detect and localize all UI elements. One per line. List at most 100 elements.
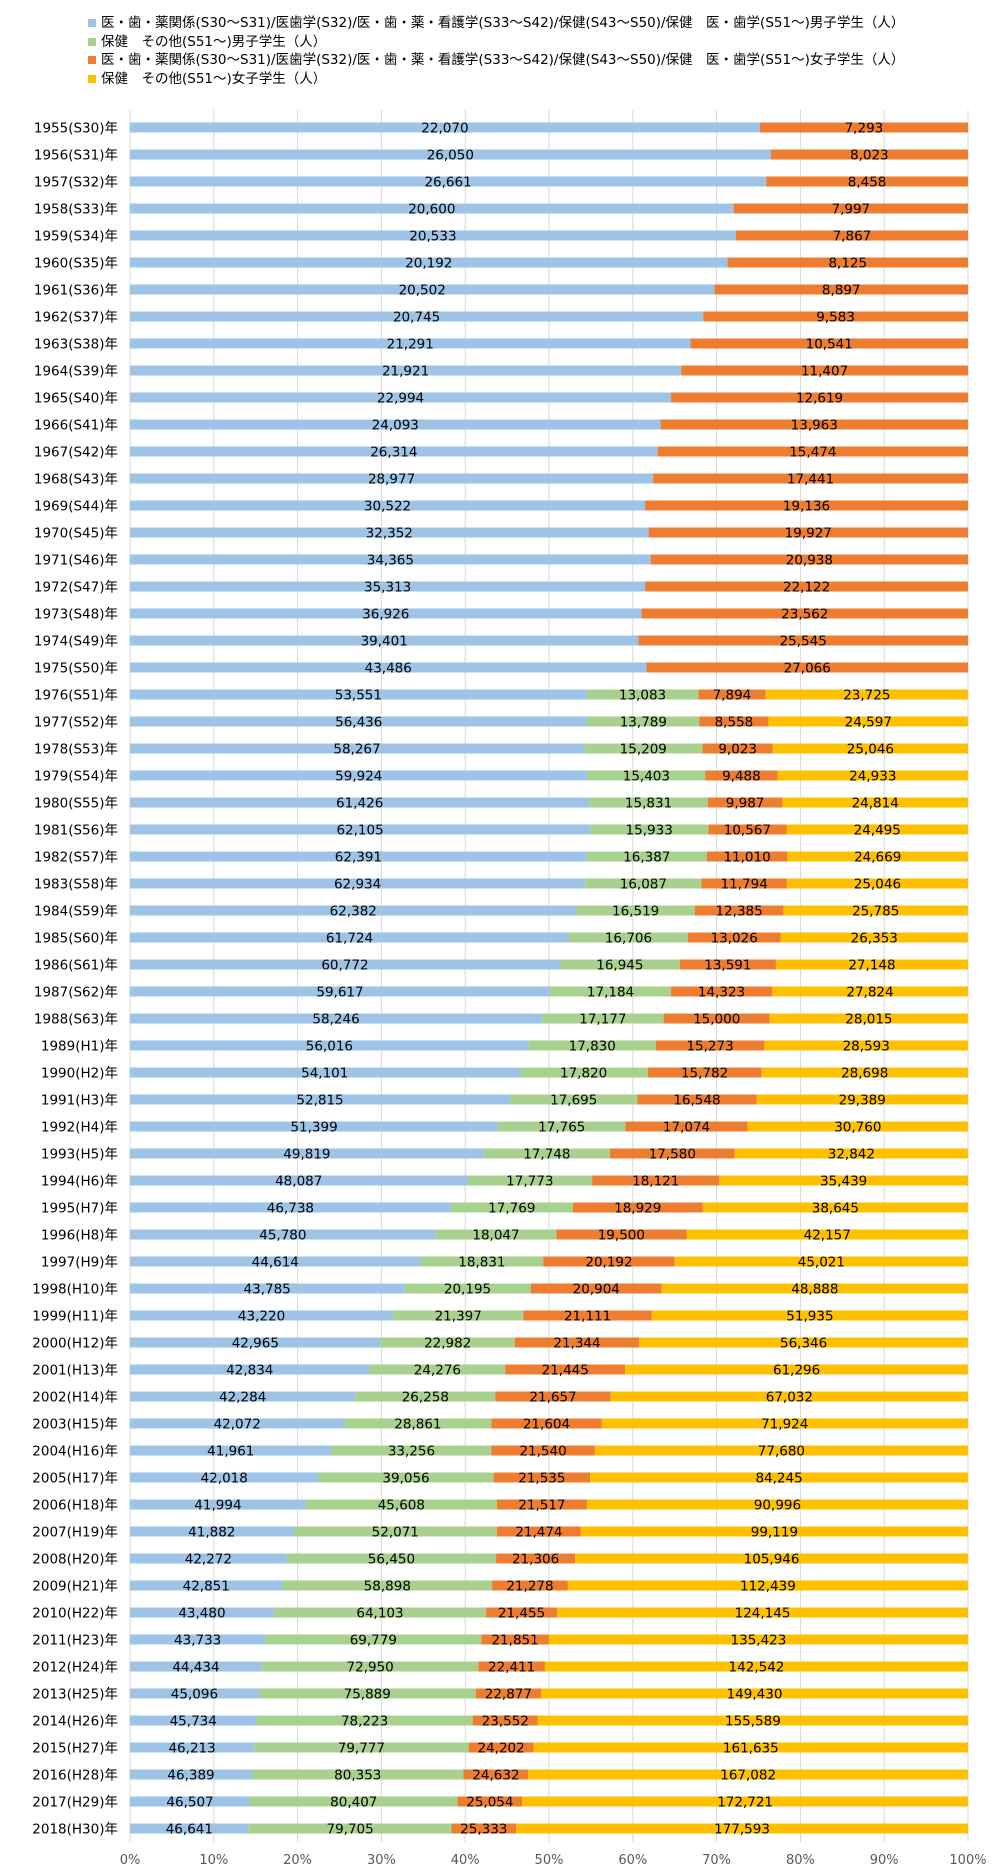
data-label: 21,535 bbox=[518, 1471, 565, 1487]
bar-segment bbox=[130, 770, 588, 781]
data-label: 48,087 bbox=[275, 1174, 322, 1190]
data-label: 28,698 bbox=[841, 1066, 888, 1082]
bar-segment bbox=[705, 770, 778, 781]
data-label: 71,924 bbox=[761, 1417, 808, 1433]
bar-segment bbox=[587, 770, 706, 781]
bar-segment bbox=[548, 1634, 968, 1645]
y-tick-label: 1966(S41)年 bbox=[34, 418, 118, 434]
y-tick-label: 1983(S58)年 bbox=[34, 877, 118, 893]
data-label: 13,963 bbox=[791, 418, 838, 434]
y-tick-label: 2005(H17)年 bbox=[32, 1471, 118, 1487]
bar-segment bbox=[703, 311, 968, 322]
bar-segment bbox=[130, 419, 661, 430]
data-label: 15,403 bbox=[623, 769, 670, 785]
bar-segment bbox=[650, 554, 968, 565]
data-label: 56,346 bbox=[780, 1336, 827, 1352]
bar-segment bbox=[130, 1472, 319, 1483]
bar-segment bbox=[702, 743, 773, 754]
bar-segment bbox=[130, 176, 767, 187]
data-label: 29,389 bbox=[839, 1093, 886, 1109]
bar-segment bbox=[130, 743, 585, 754]
data-label: 17,748 bbox=[523, 1147, 570, 1163]
bar-segment bbox=[130, 1283, 405, 1294]
y-tick-label: 1962(S37)年 bbox=[34, 310, 118, 326]
data-label: 11,794 bbox=[721, 877, 768, 893]
bar-segment bbox=[648, 527, 968, 538]
bar-segment bbox=[496, 1499, 587, 1510]
data-label: 61,724 bbox=[326, 931, 373, 947]
y-tick-label: 2004(H16)年 bbox=[32, 1444, 118, 1460]
data-label: 53,551 bbox=[335, 688, 382, 704]
data-label: 46,641 bbox=[166, 1822, 213, 1838]
y-tick-label: 2018(H30)年 bbox=[32, 1822, 118, 1838]
bar-segment bbox=[130, 311, 704, 322]
bar-segment bbox=[252, 1769, 464, 1780]
data-label: 36,926 bbox=[362, 607, 409, 623]
data-label: 30,522 bbox=[364, 499, 411, 515]
bar-segment bbox=[420, 1256, 544, 1267]
data-label: 78,223 bbox=[341, 1714, 388, 1730]
data-label: 15,273 bbox=[686, 1039, 733, 1055]
data-label: 20,533 bbox=[409, 229, 456, 245]
data-label: 35,439 bbox=[820, 1174, 867, 1190]
bar-segment bbox=[587, 716, 700, 727]
bar-segment bbox=[530, 1283, 662, 1294]
bar-segment bbox=[681, 365, 968, 376]
bar-segment bbox=[130, 554, 651, 565]
bar-segment bbox=[435, 1229, 557, 1240]
y-tick-label: 1995(H7)年 bbox=[41, 1201, 118, 1217]
bar-segment bbox=[572, 1202, 703, 1213]
data-label: 46,213 bbox=[168, 1741, 215, 1757]
data-label: 60,772 bbox=[321, 958, 368, 974]
bar-segment bbox=[495, 1391, 611, 1402]
data-label: 16,706 bbox=[605, 931, 652, 947]
bar-segment bbox=[130, 1553, 287, 1564]
bar-segment bbox=[130, 446, 658, 457]
bar-segment bbox=[537, 1715, 968, 1726]
data-label: 38,645 bbox=[812, 1201, 859, 1217]
x-tick-label: 50% bbox=[535, 1853, 564, 1868]
data-label: 42,018 bbox=[201, 1471, 248, 1487]
data-label: 32,842 bbox=[828, 1147, 875, 1163]
x-tick-label: 20% bbox=[283, 1853, 312, 1868]
bar-segment bbox=[496, 1526, 581, 1537]
bar-segment bbox=[780, 932, 968, 943]
bar-segment bbox=[130, 1067, 520, 1078]
bar-segment bbox=[586, 851, 707, 862]
bar-segment bbox=[786, 878, 968, 889]
data-label: 18,047 bbox=[472, 1228, 519, 1244]
bar-segment bbox=[645, 581, 968, 592]
bar-segment bbox=[493, 1472, 591, 1483]
data-label: 7,894 bbox=[713, 688, 752, 704]
bar-segment bbox=[369, 1364, 506, 1375]
data-label: 61,426 bbox=[336, 796, 383, 812]
data-label: 44,614 bbox=[252, 1255, 299, 1271]
data-label: 18,831 bbox=[458, 1255, 505, 1271]
bar-segment bbox=[569, 932, 688, 943]
data-label: 21,604 bbox=[523, 1417, 570, 1433]
bar-segment bbox=[130, 1796, 251, 1807]
y-tick-label: 1982(S57)年 bbox=[34, 850, 118, 866]
bar-segment bbox=[772, 743, 968, 754]
y-tick-label: 1987(S62)年 bbox=[34, 985, 118, 1001]
bar-segment bbox=[638, 635, 968, 646]
data-label: 27,066 bbox=[784, 661, 831, 677]
data-label: 46,507 bbox=[166, 1795, 213, 1811]
data-label: 21,291 bbox=[387, 337, 434, 353]
data-label: 44,434 bbox=[172, 1660, 219, 1676]
data-label: 43,486 bbox=[365, 661, 412, 677]
bar-segment bbox=[130, 581, 646, 592]
data-label: 12,385 bbox=[715, 904, 762, 920]
y-tick-label: 1988(S63)年 bbox=[34, 1012, 118, 1028]
data-label: 99,119 bbox=[751, 1525, 798, 1541]
bar-segment bbox=[130, 1445, 332, 1456]
bar-segment bbox=[130, 392, 672, 403]
data-label: 72,950 bbox=[347, 1660, 394, 1676]
y-tick-label: 1986(S61)年 bbox=[34, 958, 118, 974]
data-label: 42,834 bbox=[226, 1363, 273, 1379]
bar-segment bbox=[759, 122, 968, 133]
y-tick-label: 1967(S42)年 bbox=[34, 445, 118, 461]
y-tick-label: 1971(S46)年 bbox=[34, 553, 118, 569]
bar-segment bbox=[130, 986, 551, 997]
